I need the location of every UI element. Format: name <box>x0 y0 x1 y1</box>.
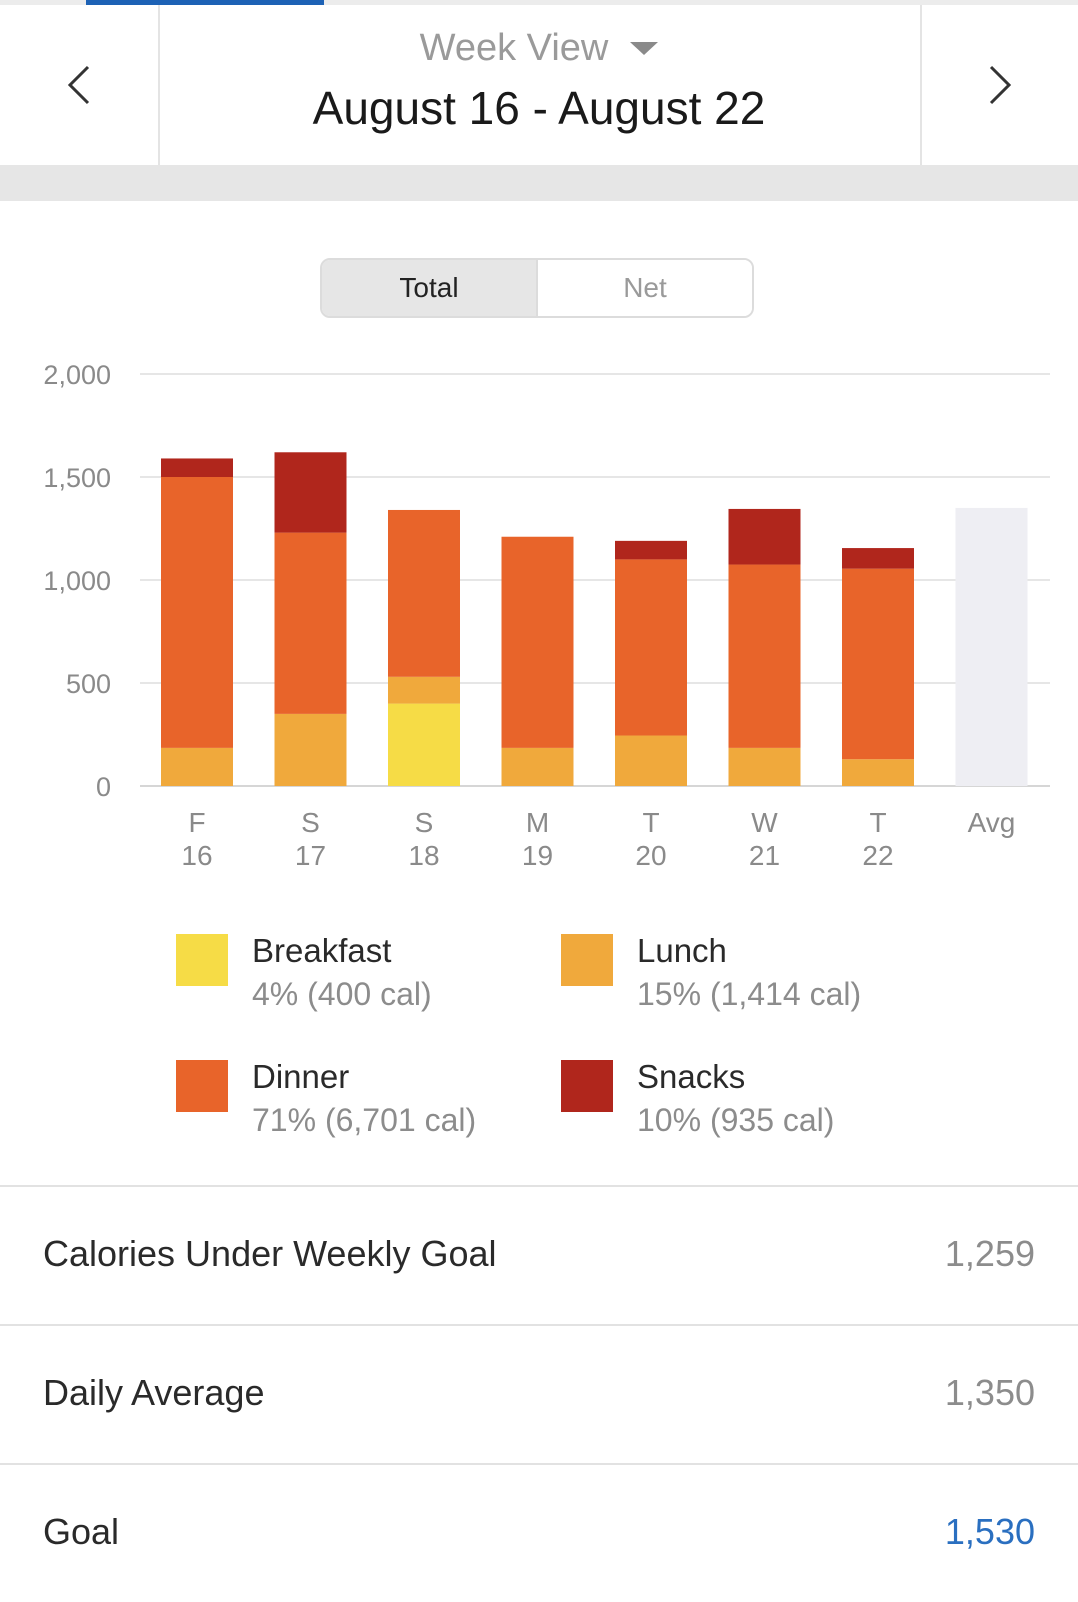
x-tick-day: T <box>642 807 659 838</box>
stat-label: Goal <box>43 1511 120 1552</box>
snacks-swatch <box>561 1060 613 1112</box>
bar-segment-lunch <box>274 713 347 786</box>
meal-legend: Breakfast 4% (400 cal) Lunch 15% (1,414 … <box>0 930 1078 1190</box>
bar-segment-lunch <box>501 747 574 786</box>
x-tick-date: 18 <box>408 840 439 871</box>
bar-segment-snacks <box>161 458 233 477</box>
bar-segment-breakfast <box>388 703 460 786</box>
top-tab-indicator <box>0 0 1078 5</box>
total-net-toggle: Total Net <box>320 258 754 318</box>
legend-detail: 71% (6,701 cal) <box>252 1102 477 1138</box>
previous-week-button[interactable] <box>0 5 160 165</box>
chevron-right-icon <box>989 65 1012 105</box>
legend-name: Snacks <box>637 1058 746 1095</box>
x-tick-day: W <box>751 807 778 838</box>
x-tick-date: 17 <box>295 840 326 871</box>
header-center: Week View August 16 - August 22 <box>160 5 918 165</box>
bar-segment-snacks <box>615 540 687 560</box>
x-tick-day: S <box>301 807 320 838</box>
stat-row-under-goal: Calories Under Weekly Goal 1,259 <box>0 1185 1078 1324</box>
bar-segment-lunch <box>615 735 687 786</box>
view-mode-label: Week View <box>419 26 609 69</box>
bar-segment-dinner <box>161 477 233 748</box>
bar-segment-dinner <box>501 536 574 748</box>
date-range-title: August 16 - August 22 <box>312 82 766 134</box>
y-tick-label: 2,000 <box>43 360 111 390</box>
dinner-swatch <box>176 1060 228 1112</box>
toggle-net-button[interactable]: Net <box>536 260 752 316</box>
legend-detail: 10% (935 cal) <box>637 1102 835 1138</box>
bar-segment-dinner <box>842 568 914 760</box>
bar-segment-dinner <box>728 564 801 748</box>
bar-segment-snacks <box>842 548 914 569</box>
bar-segment-snacks <box>274 452 347 533</box>
x-tick-day: M <box>526 807 549 838</box>
stat-label: Calories Under Weekly Goal <box>43 1233 497 1274</box>
x-tick-date: 16 <box>181 840 212 871</box>
breakfast-swatch <box>176 934 228 986</box>
legend-item-breakfast: Breakfast 4% (400 cal) <box>176 930 536 1030</box>
calorie-stats: Calories Under Weekly Goal 1,259 Daily A… <box>0 1185 1078 1602</box>
bar-segment-dinner <box>274 532 347 714</box>
x-tick-date: 22 <box>862 840 893 871</box>
legend-detail: 4% (400 cal) <box>252 976 432 1012</box>
caret-down-icon <box>630 41 659 55</box>
legend-item-lunch: Lunch 15% (1,414 cal) <box>561 930 921 1030</box>
bar-segment-dinner <box>615 559 687 736</box>
y-tick-label: 1,000 <box>43 566 111 596</box>
calorie-bar-chart: 05001,0001,5002,000F16S17S18M19T20W21T22… <box>43 360 1050 871</box>
goal-value-link[interactable]: 1,530 <box>944 1511 1035 1552</box>
header-divider-band <box>0 165 1078 201</box>
view-mode-dropdown[interactable]: Week View <box>160 23 918 73</box>
x-tick-date: 20 <box>635 840 666 871</box>
stat-value: 1,259 <box>944 1233 1035 1274</box>
stat-label: Daily Average <box>43 1372 265 1413</box>
active-tab-indicator <box>86 0 324 5</box>
legend-item-dinner: Dinner 71% (6,701 cal) <box>176 1056 536 1156</box>
next-week-button[interactable] <box>920 5 1078 165</box>
lunch-swatch <box>561 934 613 986</box>
legend-detail: 15% (1,414 cal) <box>637 976 862 1012</box>
x-tick-date: 21 <box>749 840 780 871</box>
average-bar <box>955 507 1028 786</box>
bar-segment-dinner <box>388 509 460 677</box>
bar-segment-snacks <box>728 508 801 565</box>
y-tick-label: 500 <box>66 669 111 699</box>
bar-segment-lunch <box>388 676 460 704</box>
bar-segment-lunch <box>728 747 801 786</box>
bar-segment-lunch <box>842 759 914 786</box>
y-tick-label: 1,500 <box>43 463 111 493</box>
week-header: Week View August 16 - August 22 <box>0 5 1078 165</box>
x-tick-day: T <box>869 807 886 838</box>
toggle-total-button[interactable]: Total <box>322 260 536 316</box>
legend-name: Lunch <box>637 932 727 969</box>
x-tick-day: S <box>415 807 434 838</box>
y-tick-label: 0 <box>96 772 111 802</box>
bar-segment-lunch <box>161 747 233 786</box>
x-tick-day: Avg <box>968 807 1016 838</box>
legend-name: Dinner <box>252 1058 350 1095</box>
stat-row-daily-average: Daily Average 1,350 <box>0 1324 1078 1463</box>
stat-value: 1,350 <box>944 1372 1035 1413</box>
x-tick-date: 19 <box>522 840 553 871</box>
legend-item-snacks: Snacks 10% (935 cal) <box>561 1056 921 1156</box>
x-tick-day: F <box>188 807 205 838</box>
legend-name: Breakfast <box>252 932 392 969</box>
stat-row-goal[interactable]: Goal 1,530 <box>0 1463 1078 1602</box>
chevron-left-icon <box>67 65 90 105</box>
